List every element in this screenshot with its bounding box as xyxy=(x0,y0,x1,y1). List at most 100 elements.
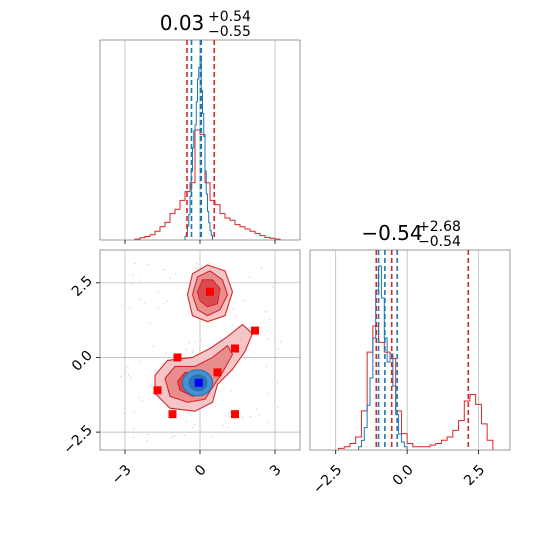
bl-scatter-dot xyxy=(146,440,148,442)
bl-scatter-dot xyxy=(169,277,172,280)
bl-scatter-dot xyxy=(132,428,135,430)
br-xtick-label-1: 0.0 xyxy=(390,462,417,489)
bl-ytick-label-1: 0.0 xyxy=(69,348,96,375)
bl-scatter-dot xyxy=(274,266,276,269)
bl-ytick-label-2: 2.5 xyxy=(69,273,96,300)
bl-scatter-dot xyxy=(222,424,224,427)
bl-scatter-dot xyxy=(166,300,168,302)
tl-series-0 xyxy=(134,129,281,240)
bl-scatter-dot xyxy=(243,300,245,302)
bl-scatter-dot xyxy=(231,324,234,326)
bl-marker-5 xyxy=(153,386,162,395)
bl-scatter-dot xyxy=(165,352,167,355)
bl-scatter-dot xyxy=(264,311,267,313)
bl-scatter-dot xyxy=(139,298,142,300)
bl-scatter-dot xyxy=(196,262,198,265)
bl-scatter-dot xyxy=(139,279,141,281)
bl-marker-2 xyxy=(231,344,239,353)
bl-scatter-dot xyxy=(141,400,144,402)
bl-scatter-dot xyxy=(267,392,269,395)
bl-xtick-label-1: 0 xyxy=(192,462,210,480)
br-series-1 xyxy=(358,265,408,450)
bl-group xyxy=(100,250,300,450)
bl-scatter-dot xyxy=(191,426,194,429)
bl-scatter-dot xyxy=(129,307,131,309)
bl-scatter-dot xyxy=(150,385,152,388)
br-group xyxy=(335,250,494,450)
bl-scatter-dot xyxy=(193,424,196,426)
bl-xtick-label-2: 3 xyxy=(267,462,285,480)
br-series-0 xyxy=(338,325,494,450)
bl-scatter-dot xyxy=(147,433,149,436)
bl-ytick-label-0: −2.5 xyxy=(61,422,96,457)
bl-scatter-dot xyxy=(209,263,211,265)
bl-marker-4 xyxy=(213,368,222,377)
br-xtick-label-0: −2.5 xyxy=(310,462,345,497)
bl-scatter-dot xyxy=(148,431,150,433)
bl-scatter-dot xyxy=(163,269,165,271)
bl-scatter-dot xyxy=(132,282,134,284)
bl-scatter-dot xyxy=(200,339,202,342)
bl-scatter-dot xyxy=(272,286,274,288)
bl-scatter-dot xyxy=(265,365,267,368)
br-xtick-label-2: 2.5 xyxy=(461,462,488,489)
bl-scatter-dot xyxy=(228,412,230,415)
bl-scatter-dot xyxy=(200,431,203,433)
bl-scatter-dot xyxy=(276,406,279,408)
bl-scatter-dot xyxy=(154,369,157,372)
bl-scatter-dot xyxy=(230,390,232,392)
bl-scatter-dot xyxy=(125,370,127,373)
bl-scatter-dot xyxy=(138,396,140,399)
bl-scatter-dot xyxy=(185,349,188,351)
br-title-value: −0.54 xyxy=(361,221,422,245)
bl-scatter-dot xyxy=(123,412,125,415)
bl-scatter-dot xyxy=(185,420,188,423)
bl-scatter-dot xyxy=(192,349,194,352)
bl-scatter-dot xyxy=(144,301,147,304)
bl-scatter-dot xyxy=(256,408,258,410)
bl-scatter-dot xyxy=(120,375,122,378)
bl-truth-marker xyxy=(194,378,203,387)
bl-scatter-dot xyxy=(133,411,135,413)
bl-scatter-dot xyxy=(194,267,197,269)
bl-marker-1 xyxy=(251,326,259,335)
bl-scatter-dot xyxy=(175,273,177,276)
bl-scatter-dot xyxy=(127,374,130,376)
bl-scatter-dot xyxy=(268,318,271,321)
bl-scatter-dot xyxy=(127,366,129,368)
bl-scatter-dot xyxy=(260,266,263,269)
bl-scatter-dot xyxy=(191,351,194,353)
bl-scatter-dot xyxy=(183,434,186,437)
bl-scatter-dot xyxy=(235,315,238,317)
tl-series-1 xyxy=(184,55,213,240)
bl-scatter-dot xyxy=(266,338,269,340)
bl-scatter-dot xyxy=(157,291,159,293)
bl-scatter-dot xyxy=(277,348,280,350)
bl-xtick-label-0: −3 xyxy=(109,462,135,488)
bl-scatter-dot xyxy=(163,303,166,305)
tl-group xyxy=(124,40,281,240)
bl-scatter-dot xyxy=(171,436,173,438)
br-title-sub: −0.54 xyxy=(418,234,461,250)
bl-marker-6 xyxy=(168,410,177,419)
bl-scatter-dot xyxy=(147,263,149,266)
bl-scatter-dot xyxy=(249,276,251,278)
bl-scatter-dot xyxy=(132,436,135,438)
bl-scatter-dot xyxy=(227,426,230,429)
bl-scatter-dot xyxy=(149,322,152,324)
bl-scatter-dot xyxy=(129,376,132,379)
bl-scatter-dot xyxy=(210,436,213,438)
bl-scatter-dot xyxy=(158,281,161,284)
br-title-sup: +2.68 xyxy=(418,219,461,235)
bl-scatter-dot xyxy=(258,414,260,416)
bl-scatter-dot xyxy=(244,323,246,325)
bl-marker-7 xyxy=(231,410,239,419)
bl-scatter-dot xyxy=(173,435,176,437)
bl-scatter-dot xyxy=(276,382,279,384)
bl-scatter-dot xyxy=(157,307,160,310)
bl-scatter-dot xyxy=(267,421,270,423)
bl-scatter-dot xyxy=(152,345,154,348)
bl-scatter-dot xyxy=(132,274,134,276)
